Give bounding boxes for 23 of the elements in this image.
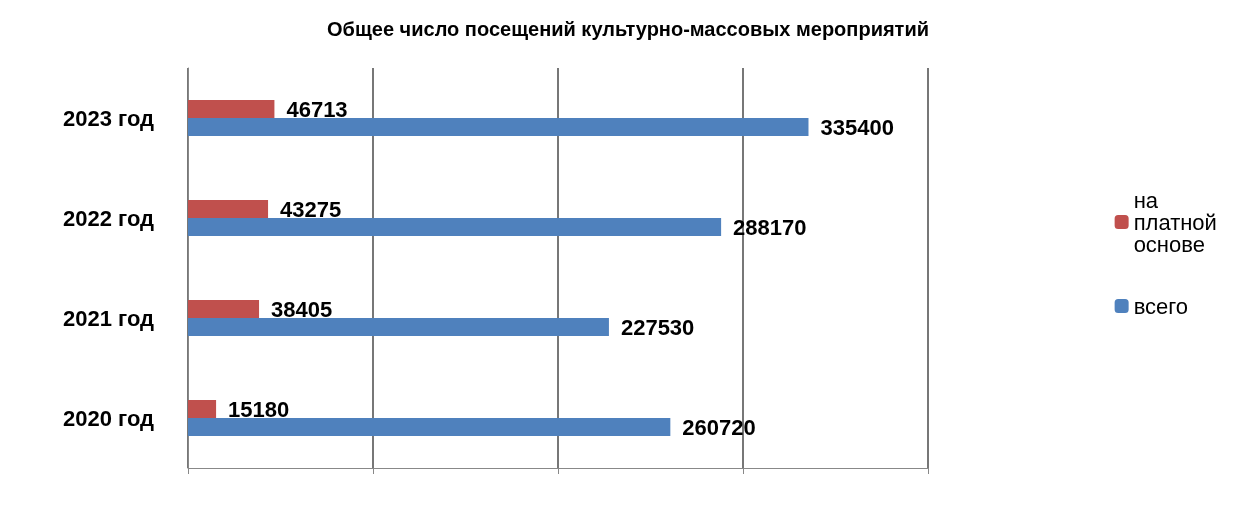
data-label: 43275 <box>280 196 342 222</box>
legend-label: на платной основе <box>1133 187 1224 257</box>
legend-label: всего <box>1133 293 1189 319</box>
data-label: 46713 <box>286 96 348 122</box>
bar <box>188 318 609 336</box>
y-tick-label: 2021 год <box>62 305 155 331</box>
data-label: 15180 <box>228 396 290 422</box>
data-label: 288170 <box>733 214 807 240</box>
bar <box>188 118 809 136</box>
bar <box>188 418 671 436</box>
data-label: 260720 <box>682 414 756 440</box>
y-tick-label: 2023 год <box>62 105 155 131</box>
bar <box>188 200 269 218</box>
bar <box>188 300 260 318</box>
y-tick-label: 2022 год <box>62 205 155 231</box>
bar <box>188 218 722 236</box>
data-label: 227530 <box>620 314 695 340</box>
chart-title: Общее число посещений культурно-массовых мероприятий <box>327 18 929 40</box>
bar <box>188 400 217 418</box>
bar <box>188 100 275 118</box>
y-tick-label: 2020 год <box>62 405 155 431</box>
data-label: 38405 <box>271 296 333 322</box>
data-label: 335400 <box>820 114 894 140</box>
